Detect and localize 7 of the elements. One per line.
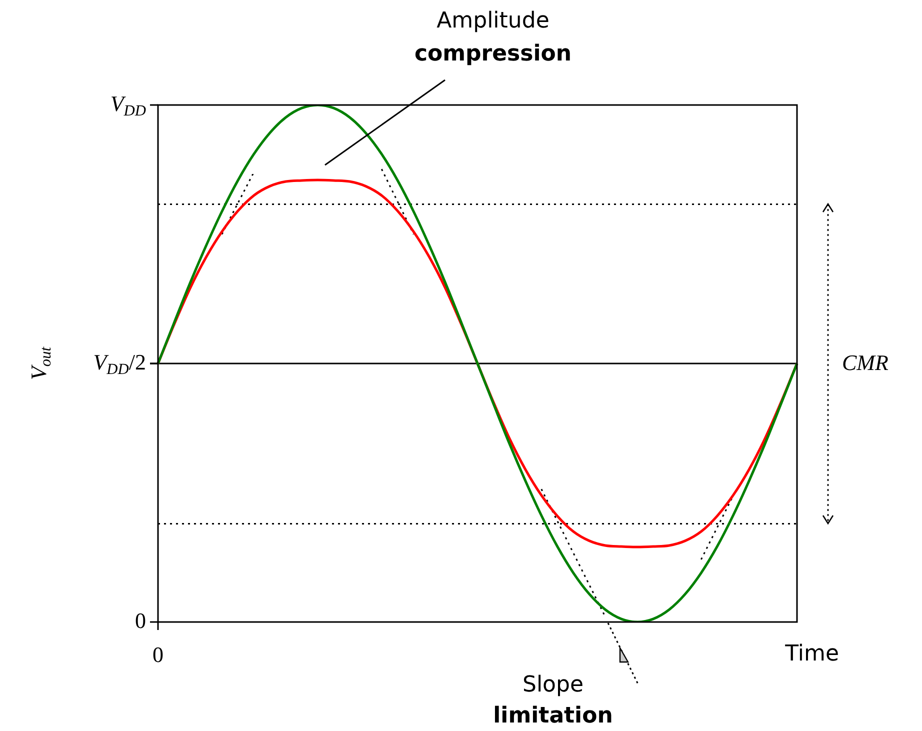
text: Slope limitation [493,672,613,729]
text: CMR [842,350,889,375]
x-axis-title: Time [784,642,839,667]
y-axis-title: Vout [26,346,55,380]
text: 0 [135,608,146,633]
text: 0 [152,642,164,667]
text: Amplitude compression [414,8,572,67]
